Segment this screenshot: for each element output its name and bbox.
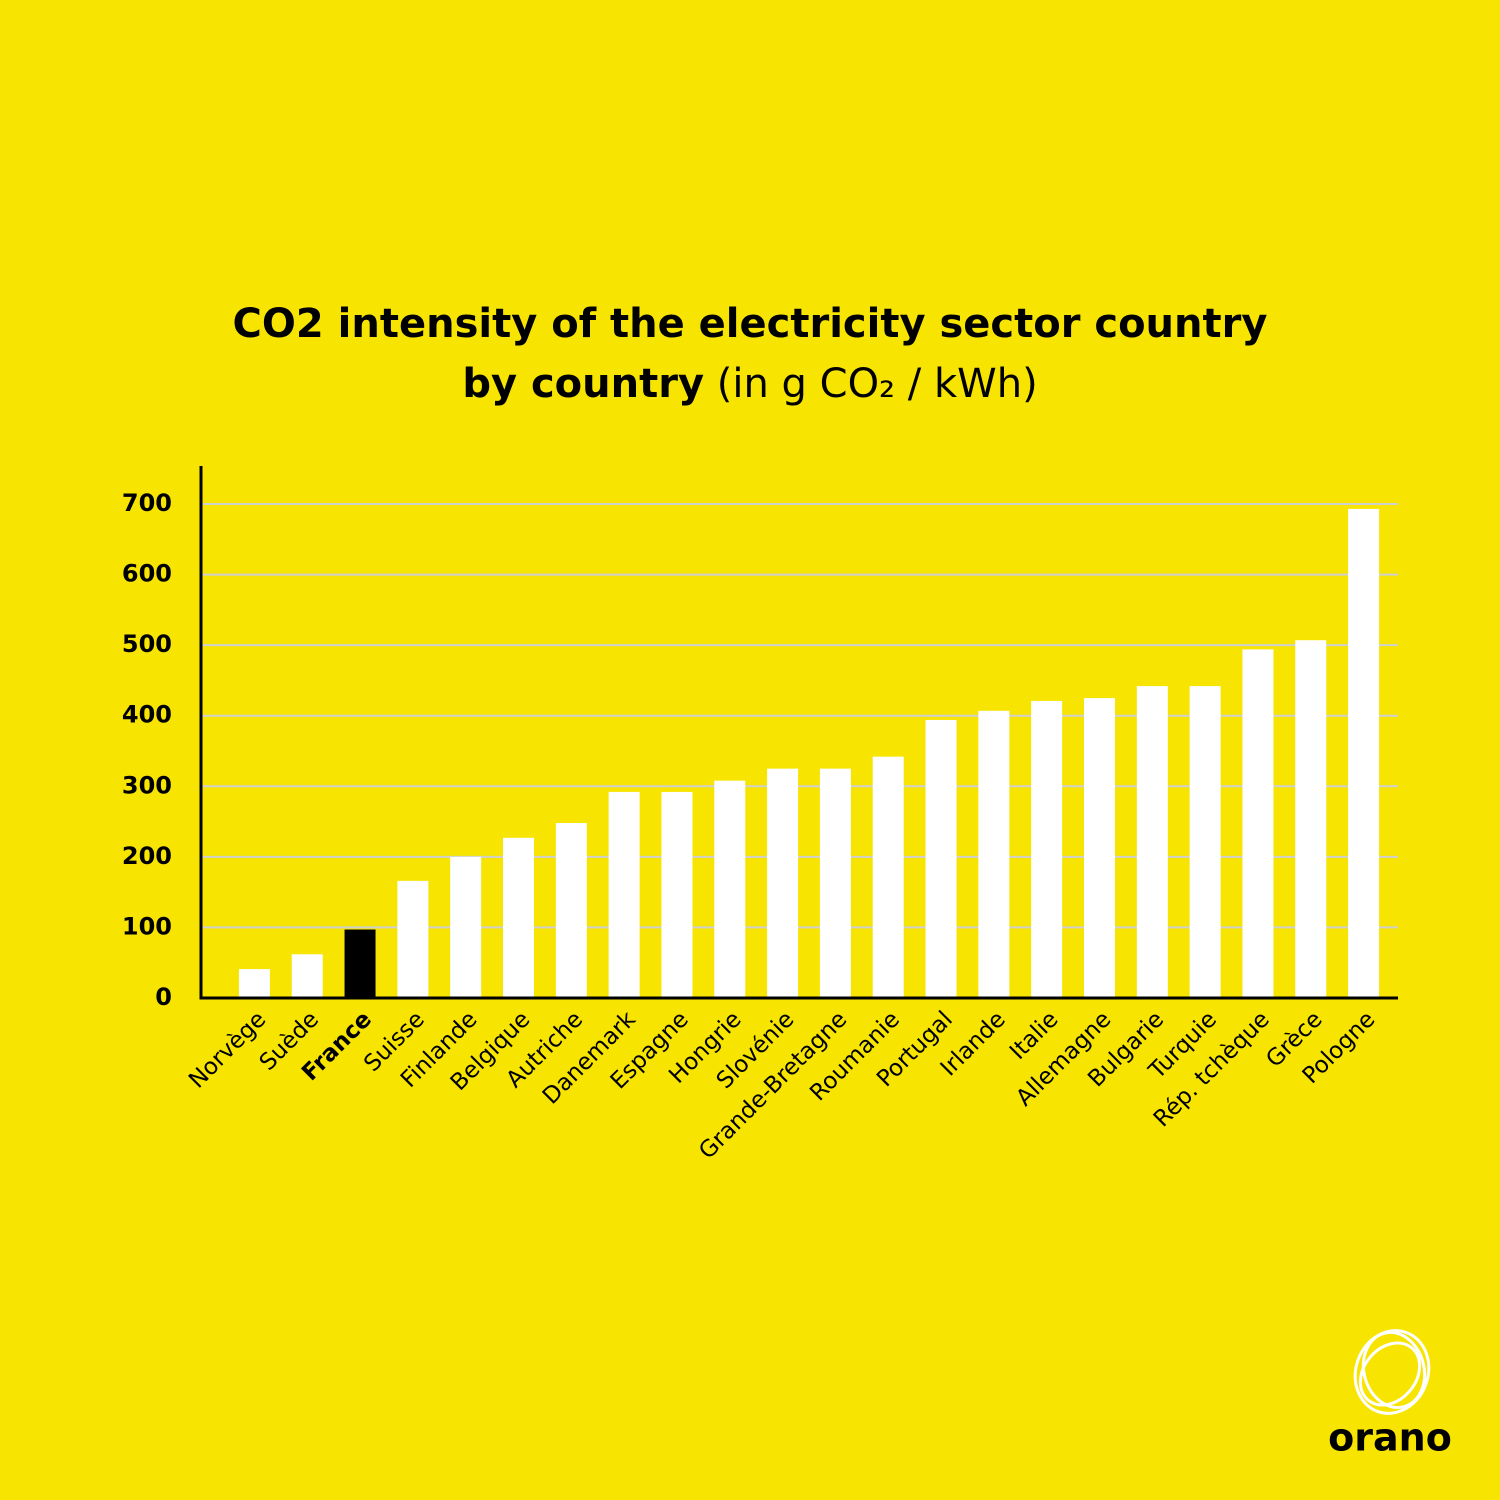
chart-title: by country (462, 361, 704, 407)
y-tick-label: 400 (122, 701, 172, 729)
y-tick-label: 600 (122, 560, 172, 588)
bar (397, 880, 429, 998)
bar (661, 791, 693, 998)
bar (503, 837, 534, 998)
y-tick-label: 200 (122, 842, 172, 870)
chart-subtitle: (in g CO₂ / kWh) (717, 361, 1038, 407)
bar (1084, 698, 1115, 998)
bar (1242, 649, 1274, 998)
y-tick-label: 300 (122, 771, 172, 799)
y-tick-label: 100 (122, 912, 172, 940)
bar (767, 768, 799, 998)
bar (819, 768, 851, 998)
bar (714, 780, 746, 998)
bar (1295, 640, 1327, 998)
bar (1031, 700, 1063, 998)
brand: orano (1328, 1416, 1452, 1460)
logo (1353, 1329, 1431, 1415)
bar (450, 856, 482, 998)
chart-title-line: by country (in g CO₂ / kWh) (462, 361, 1037, 407)
bar (238, 969, 270, 998)
bar (291, 954, 323, 998)
bar (978, 710, 1010, 998)
y-tick-label: 500 (122, 630, 172, 658)
bar (925, 719, 957, 998)
y-tick-label: 0 (155, 983, 172, 1011)
bar (1136, 686, 1168, 998)
bar (344, 929, 376, 998)
chart-title: CO2 intensity of the electricity sector … (233, 301, 1268, 347)
bar (872, 756, 904, 998)
bar (555, 822, 587, 998)
y-tick-label: 700 (122, 489, 172, 517)
bar (1189, 686, 1221, 998)
bar (608, 791, 640, 998)
bar (1348, 508, 1380, 998)
